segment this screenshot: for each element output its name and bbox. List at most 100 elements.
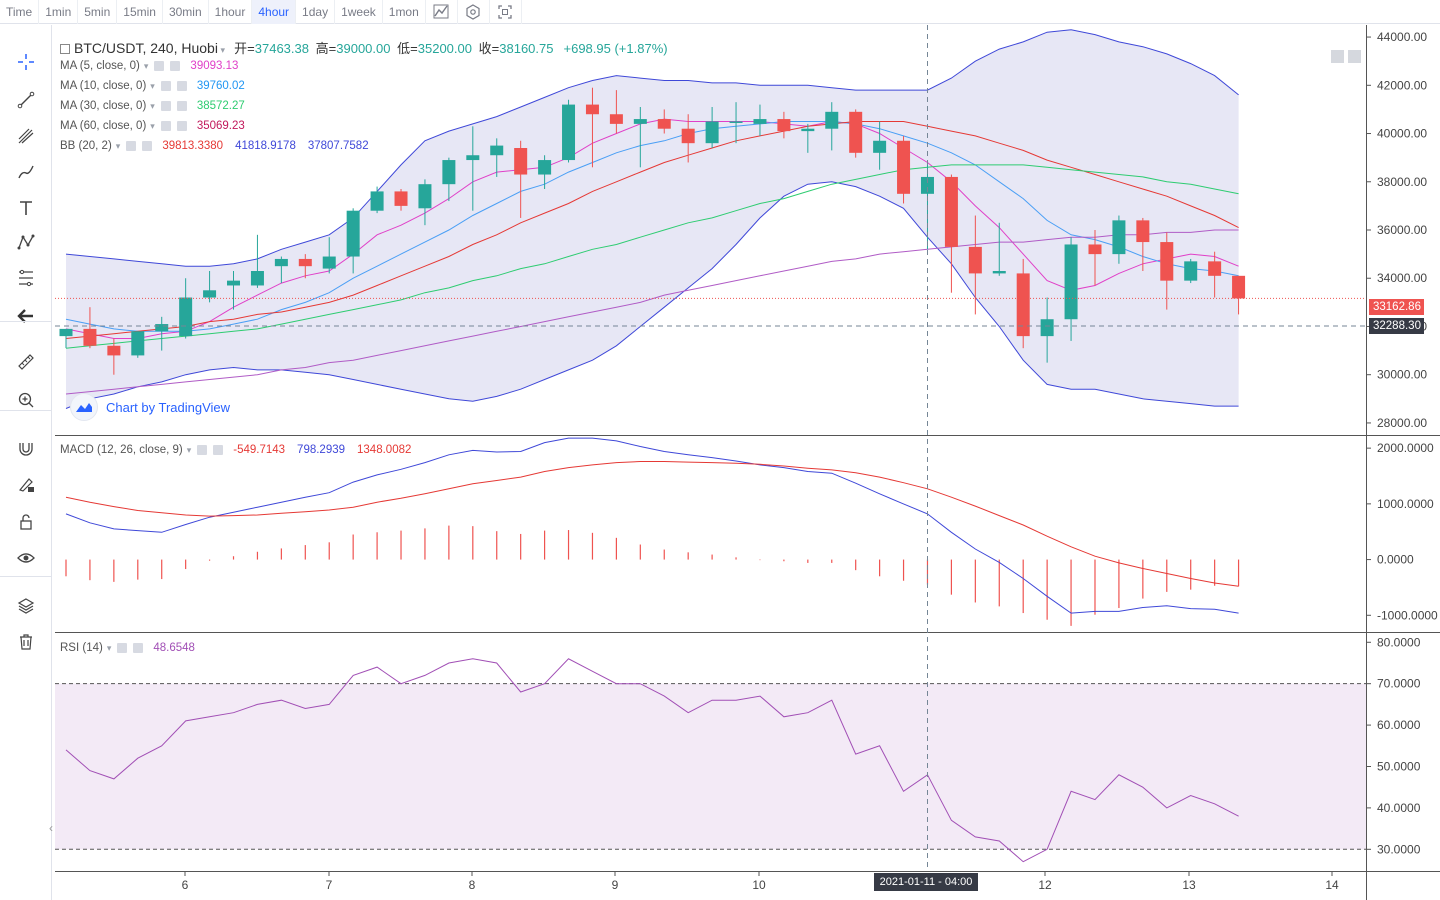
rsi-tick-label: 30.0000 — [1377, 842, 1421, 856]
bb-mid-value: 39813.3380 — [162, 140, 224, 152]
lock-icon[interactable] — [10, 507, 42, 537]
ma-line — [65, 118, 1239, 339]
close-icon[interactable] — [133, 643, 144, 653]
ma-line — [65, 164, 1239, 349]
indicator-settings-icon[interactable] — [458, 0, 490, 24]
bb-legend[interactable]: BB (20, 2) ▾ 39813.3380 41818.9178 37807.758… — [60, 138, 369, 154]
symbol-collapse-icon[interactable] — [60, 44, 70, 54]
close-icon[interactable] — [176, 101, 187, 111]
fib-icon[interactable] — [10, 263, 42, 293]
candle-body — [203, 290, 217, 298]
timeframe-5min[interactable]: 5min — [78, 0, 118, 24]
close-icon[interactable] — [170, 61, 181, 71]
timeframe-1day[interactable]: 1day — [296, 0, 336, 24]
chevron-down-icon[interactable]: ▾ — [115, 140, 121, 151]
time-tick-label: 7 — [326, 878, 333, 892]
chevron-down-icon[interactable]: ▾ — [217, 45, 228, 55]
candle-body — [131, 331, 145, 356]
ruler-icon[interactable] — [10, 347, 42, 377]
candle-body — [873, 140, 887, 153]
settings-icon[interactable] — [197, 445, 208, 455]
layers-icon[interactable] — [10, 591, 42, 621]
timeframe-1week[interactable]: 1week — [335, 0, 383, 24]
ma30-label: MA (30, close, 0) — [60, 100, 147, 112]
pane-maximize-icon[interactable] — [1331, 50, 1344, 63]
close-icon[interactable] — [142, 141, 153, 151]
symbol-title[interactable]: BTC/USDT, 240, Huobi — [74, 40, 218, 56]
high-label: 高= — [315, 41, 337, 56]
pane-restore-icon[interactable] — [1348, 50, 1361, 63]
settings-icon[interactable] — [126, 141, 137, 151]
candle-body — [657, 119, 671, 129]
macd-legend[interactable]: MACD (12, 26, close, 9) ▾ -549.7143 798.293… — [60, 442, 411, 458]
chevron-down-icon[interactable]: ▾ — [150, 100, 155, 111]
time-label: Time — [0, 0, 40, 24]
ma60-legend[interactable]: MA (60, close, 0) ▾ 35069.23 — [60, 118, 245, 134]
back-arrow-icon[interactable] — [10, 301, 42, 331]
timeframe-1min[interactable]: 1min — [39, 0, 79, 24]
magnet-icon[interactable] — [10, 433, 42, 463]
candle-body — [1040, 319, 1054, 337]
close-icon[interactable] — [176, 81, 187, 91]
candle-body — [155, 324, 169, 332]
bb-label: BB (20, 2) — [60, 140, 112, 152]
rsi-line — [65, 658, 1239, 863]
chevron-down-icon[interactable]: ▾ — [150, 120, 155, 131]
candle-body — [394, 191, 408, 206]
rsi-tick-label: 80.0000 — [1377, 635, 1421, 649]
candle-body — [274, 258, 288, 267]
macd-value: 798.2939 — [297, 444, 346, 456]
ma60-label: MA (60, close, 0) — [60, 120, 147, 132]
timeframe-15min[interactable]: 15min — [117, 0, 163, 24]
rsi-tick-label: 50.0000 — [1377, 759, 1421, 773]
chevron-down-icon[interactable]: ▾ — [106, 642, 112, 653]
candle-body — [1088, 244, 1102, 255]
timeframe-4hour[interactable]: 4hour — [252, 0, 297, 24]
close-icon[interactable] — [213, 445, 224, 455]
lock-drawing-icon[interactable] — [10, 469, 42, 499]
candle-body — [1232, 275, 1246, 299]
toolbar-divider — [0, 576, 52, 577]
zoom-in-icon[interactable] — [10, 385, 42, 415]
candle-body — [609, 114, 623, 124]
trendline-icon[interactable] — [10, 85, 42, 115]
ma5-legend[interactable]: MA (5, close, 0) ▾ 39093.13 — [60, 58, 238, 74]
tradingview-watermark[interactable]: Chart by TradingView — [70, 393, 230, 421]
time-tick-label: 12 — [1038, 878, 1052, 892]
text-icon[interactable] — [10, 193, 42, 223]
chevron-down-icon[interactable]: ▾ — [143, 60, 149, 71]
chevron-down-icon[interactable]: ▾ — [186, 444, 192, 455]
pattern-icon[interactable] — [10, 227, 42, 257]
trash-icon[interactable] — [10, 627, 42, 657]
timeframe-1hour[interactable]: 1hour — [209, 0, 253, 24]
fullscreen-icon[interactable] — [490, 0, 522, 24]
brush-icon[interactable] — [10, 157, 42, 187]
pitchfork-icon[interactable] — [10, 121, 42, 151]
close-icon[interactable] — [176, 121, 187, 131]
candle-body — [944, 176, 958, 247]
settings-icon[interactable] — [117, 643, 128, 653]
ma30-legend[interactable]: MA (30, close, 0) ▾ 38572.27 — [60, 98, 245, 114]
rsi-value: 48.6548 — [153, 642, 195, 654]
change-value: +698.95 (+1.87%) — [563, 41, 668, 56]
settings-icon[interactable] — [160, 101, 171, 111]
candle-body — [729, 121, 743, 123]
chevron-down-icon[interactable]: ▾ — [150, 80, 155, 91]
settings-icon[interactable] — [160, 81, 171, 91]
rsi-legend[interactable]: RSI (14) ▾ 48.6548 — [60, 640, 195, 656]
settings-icon[interactable] — [154, 61, 165, 71]
time-tick-label: 8 — [469, 878, 476, 892]
timeframe-30min[interactable]: 30min — [163, 0, 209, 24]
chart-type-icon[interactable] — [426, 0, 458, 24]
toolbar-divider — [0, 321, 52, 322]
time-tick-label: 14 — [1325, 878, 1339, 892]
candle-body — [179, 297, 193, 337]
crosshair-icon[interactable] — [10, 47, 42, 77]
price-tick-label: 44000.00 — [1377, 30, 1427, 44]
eye-icon[interactable] — [10, 543, 42, 573]
timeframe-1mon[interactable]: 1mon — [383, 0, 426, 24]
settings-icon[interactable] — [160, 121, 171, 131]
candle-body — [250, 271, 264, 286]
ma10-legend[interactable]: MA (10, close, 0) ▾ 39760.02 — [60, 78, 245, 94]
